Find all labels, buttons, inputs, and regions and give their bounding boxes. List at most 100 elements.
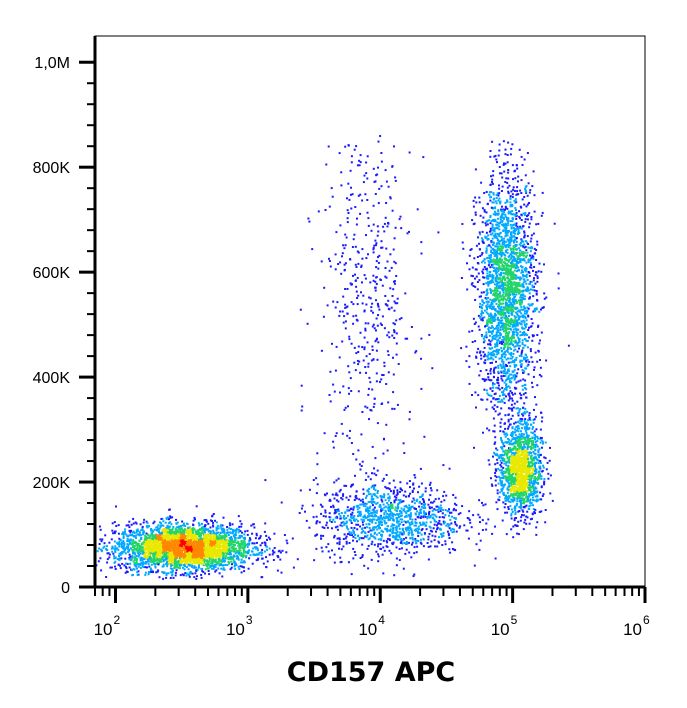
data-point [192,566,195,569]
data-point [158,537,161,540]
data-point [486,308,488,311]
data-point [215,569,218,572]
data-point [204,527,207,530]
data-point [536,280,539,283]
data-point [134,540,137,543]
data-point [169,534,172,537]
data-point [152,553,154,556]
data-point [507,192,510,195]
data-point [239,565,242,568]
data-point [511,431,514,433]
data-point [142,533,145,536]
data-point [497,379,500,382]
data-point [120,546,123,548]
data-point [183,535,185,538]
data-point [215,521,218,524]
data-point [198,559,201,562]
data-point [503,264,506,267]
data-point [140,536,143,539]
data-point [501,283,504,286]
data-point [163,536,166,538]
data-point [508,295,511,298]
data-point [528,326,530,329]
data-point [132,552,134,555]
data-point [181,529,184,532]
data-point [507,222,510,225]
data-point [523,246,526,249]
data-point [512,188,515,191]
data-point [179,544,181,547]
data-point [477,236,479,239]
data-point [158,527,161,530]
data-point [150,529,153,532]
data-point [179,532,182,534]
data-point [496,282,499,285]
data-point [188,530,191,533]
data-point [528,417,531,419]
data-point [200,554,203,557]
data-point [117,532,120,535]
data-point [152,542,155,545]
data-point [244,536,246,539]
data-point [175,532,178,535]
data-point [281,549,284,552]
data-point [227,544,230,547]
data-point [179,555,182,558]
data-point [222,557,224,560]
data-point [186,529,188,531]
data-point [129,555,132,558]
data-point [156,526,159,529]
data-point [128,566,131,569]
data-point [521,349,524,352]
data-point [471,341,474,343]
data-point [497,260,500,263]
data-point [202,527,205,529]
data-point [492,319,495,322]
data-point [536,384,539,387]
data-point [529,259,532,262]
data-point [532,432,534,435]
data-point [157,529,160,532]
data-point [194,546,197,548]
data-point [241,541,244,544]
data-point [185,538,188,541]
data-point [513,257,516,259]
data-point [121,562,124,565]
data-point [169,528,171,531]
data-point [483,266,486,268]
data-point [500,418,503,421]
data-point [173,530,176,533]
data-point [149,547,152,550]
data-point [195,566,198,569]
data-point [501,279,503,282]
data-point [146,552,149,555]
data-point [510,264,513,267]
data-point [526,306,529,309]
data-point [512,297,515,300]
data-point [232,557,234,560]
data-point [208,559,211,562]
data-point [157,558,160,561]
data-point [165,562,168,565]
data-point [189,561,192,564]
data-point [502,140,505,143]
data-point [524,214,527,216]
data-point [513,340,516,343]
data-point [494,259,497,262]
data-point [200,576,203,579]
data-point [491,232,494,235]
data-point [222,550,225,553]
data-point [495,223,498,226]
data-point [515,240,518,243]
data-point [495,291,498,294]
data-point [177,554,180,557]
data-point [508,325,511,328]
data-point [214,555,217,558]
data-point [490,263,493,266]
data-point [207,549,210,552]
data-point [507,141,510,144]
data-point [503,170,506,173]
data-point [158,536,161,538]
data-point [487,305,490,308]
data-point [475,406,477,409]
